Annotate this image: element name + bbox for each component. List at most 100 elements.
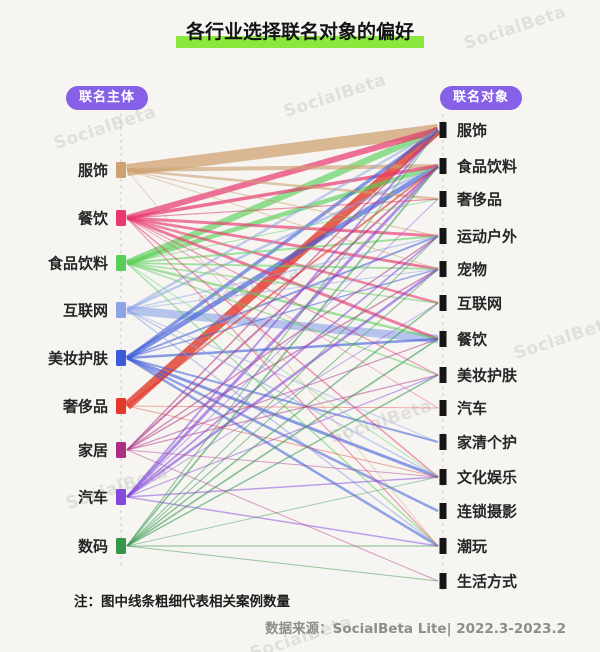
target-node (439, 158, 447, 174)
flow-link (126, 163, 439, 266)
target-node (439, 538, 447, 554)
target-label: 运动户外 (457, 228, 517, 246)
flow-link (126, 337, 439, 360)
flow-link (126, 217, 439, 547)
flow-link (126, 268, 439, 359)
source-node (116, 162, 126, 178)
flow-link (126, 268, 439, 451)
flow-link (126, 262, 439, 304)
source-label: 美妆护肤 (48, 350, 109, 368)
flow-link (126, 545, 439, 582)
flow-link (126, 165, 439, 407)
right-axis-header-badge: 联名对象 (440, 86, 523, 110)
target-label: 文化娱乐 (457, 469, 517, 487)
target-label: 宠物 (457, 261, 487, 279)
source-label: 餐饮 (78, 210, 109, 228)
flow-link (126, 217, 439, 376)
source-label: 家居 (78, 442, 108, 460)
flow-link (126, 235, 439, 264)
target-node (439, 191, 447, 207)
source-label: 互联网 (63, 302, 108, 320)
source-label: 汽车 (78, 489, 108, 507)
flow-link (126, 127, 439, 221)
flow-link (126, 356, 439, 479)
flow-link (126, 217, 439, 409)
target-label: 互联网 (457, 295, 502, 313)
flow-link (126, 356, 439, 513)
target-node (439, 434, 447, 450)
flow-link (126, 374, 439, 547)
flow-link (126, 164, 439, 312)
flow-link (126, 169, 439, 237)
target-node (439, 295, 447, 311)
flow-link (126, 309, 439, 443)
flow-link (126, 374, 439, 451)
chart-title: 各行业选择联名对象的偏好 (175, 18, 424, 49)
flow-link (126, 165, 439, 547)
source-node (116, 255, 126, 271)
flow-link (126, 216, 439, 271)
flow-link (126, 268, 439, 311)
source-node (116, 398, 126, 414)
flow-link (126, 338, 439, 547)
flow-link (126, 216, 439, 341)
flow-link (126, 357, 439, 443)
source-node (116, 302, 126, 318)
target-label: 服饰 (457, 122, 487, 140)
flow-link (126, 129, 439, 547)
flow-link (126, 235, 439, 451)
target-label: 潮玩 (457, 538, 487, 556)
flow-link (126, 262, 439, 478)
target-label: 连锁摄影 (457, 503, 517, 521)
target-node (439, 367, 447, 383)
target-label: 家清个护 (457, 434, 517, 452)
source-node (116, 489, 126, 505)
target-label: 奢侈品 (456, 191, 502, 209)
source-node (116, 210, 126, 226)
flow-link (125, 127, 440, 266)
flow-link (125, 163, 440, 361)
target-node (439, 573, 447, 589)
flow-link (126, 302, 439, 498)
target-label: 生活方式 (457, 573, 517, 591)
flow-link (126, 235, 439, 311)
flow-link (126, 169, 439, 270)
target-node (439, 400, 447, 416)
flow-link (126, 124, 439, 176)
target-node (439, 503, 447, 519)
flow-link (125, 164, 440, 499)
flow-link (126, 198, 439, 264)
source-node (116, 442, 126, 458)
flow-link (126, 164, 439, 220)
source-label: 奢侈品 (62, 398, 108, 416)
target-node (439, 331, 447, 347)
left-axis-header-badge: 联名主体 (66, 86, 149, 110)
flow-link (126, 356, 439, 548)
target-label: 汽车 (457, 400, 487, 418)
flow-link (126, 476, 439, 547)
flow-link (126, 129, 439, 451)
flow-link (126, 449, 439, 582)
flow-link (126, 267, 439, 499)
flow-link (126, 305, 439, 344)
source-label: 服饰 (78, 162, 108, 180)
flow-link (126, 235, 439, 547)
chart-title-wrap: 各行业选择联名对象的偏好 (0, 18, 600, 49)
flow-link (126, 198, 439, 498)
flow-link (126, 168, 439, 201)
flow-link (126, 309, 439, 547)
flow-link (126, 262, 439, 376)
source-label: 食品饮料 (48, 255, 108, 273)
flow-link (126, 217, 439, 478)
flow-link (126, 302, 439, 547)
flow-link (126, 169, 439, 547)
flow-link (126, 235, 439, 498)
flow-link (126, 405, 439, 478)
target-node (439, 469, 447, 485)
target-node (439, 228, 447, 244)
flow-link (126, 405, 439, 409)
target-label: 美妆护肤 (457, 367, 518, 385)
source-label: 数码 (78, 538, 108, 556)
data-source: 数据来源：SocialBeta Lite| 2022.3-2023.2 (265, 621, 566, 637)
